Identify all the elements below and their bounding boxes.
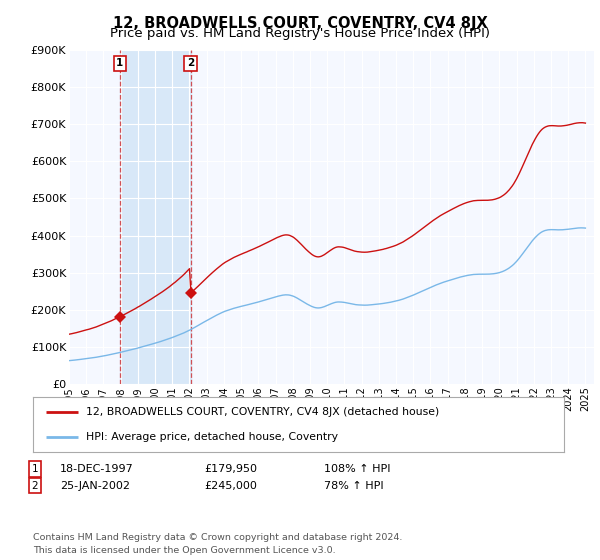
Bar: [120, 50, 191, 384]
Text: 2: 2: [187, 58, 194, 68]
Text: £179,950: £179,950: [204, 464, 257, 474]
Text: Contains HM Land Registry data © Crown copyright and database right 2024.
This d: Contains HM Land Registry data © Crown c…: [33, 533, 403, 554]
Text: 78% ↑ HPI: 78% ↑ HPI: [324, 480, 383, 491]
Text: 1: 1: [116, 58, 124, 68]
Text: 18-DEC-1997: 18-DEC-1997: [60, 464, 134, 474]
Text: Price paid vs. HM Land Registry's House Price Index (HPI): Price paid vs. HM Land Registry's House …: [110, 27, 490, 40]
Text: HPI: Average price, detached house, Coventry: HPI: Average price, detached house, Cove…: [86, 432, 338, 442]
Text: 12, BROADWELLS COURT, COVENTRY, CV4 8JX (detached house): 12, BROADWELLS COURT, COVENTRY, CV4 8JX …: [86, 407, 439, 417]
Text: 12, BROADWELLS COURT, COVENTRY, CV4 8JX: 12, BROADWELLS COURT, COVENTRY, CV4 8JX: [113, 16, 487, 31]
Text: 108% ↑ HPI: 108% ↑ HPI: [324, 464, 391, 474]
Text: 25-JAN-2002: 25-JAN-2002: [60, 480, 130, 491]
Text: 1: 1: [31, 464, 38, 474]
Text: 2: 2: [31, 480, 38, 491]
Text: £245,000: £245,000: [204, 480, 257, 491]
